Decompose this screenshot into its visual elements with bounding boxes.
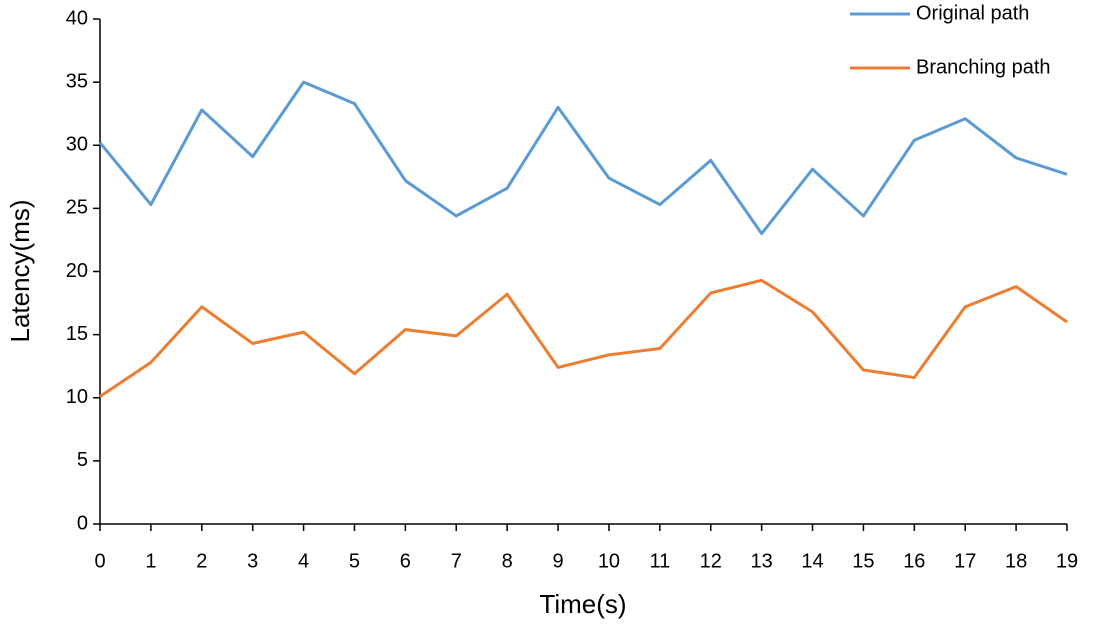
x-tick-label: 18: [1005, 550, 1027, 572]
x-tick-label: 16: [903, 550, 925, 572]
y-tick-label: 30: [66, 134, 88, 156]
x-tick-label: 3: [247, 550, 258, 572]
y-tick-label: 15: [66, 323, 88, 345]
x-tick-label: 11: [649, 550, 670, 572]
y-tick-label: 20: [66, 260, 88, 282]
x-tick-label: 1: [145, 550, 156, 572]
x-tick-label: 13: [751, 550, 773, 572]
y-tick-label: 40: [66, 7, 88, 29]
x-tick-label: 19: [1056, 550, 1078, 572]
x-tick-label: 2: [196, 550, 207, 572]
y-tick-label: 35: [66, 70, 88, 92]
line: [98, 80, 1068, 236]
x-tick-label: 0: [94, 550, 105, 572]
y-tick-label: 10: [66, 386, 88, 408]
legend-label: Branching path: [916, 56, 1051, 78]
x-tick-label: 17: [954, 550, 976, 572]
x-tick-label: 6: [400, 550, 411, 572]
y-tick-label: 0: [77, 512, 88, 534]
x-tick-label: 15: [852, 550, 874, 572]
x-tick-label: 5: [349, 550, 360, 572]
line: [99, 278, 1068, 398]
x-tick-label: 10: [598, 550, 620, 572]
x-tick-label: 9: [552, 550, 563, 572]
y-tick-label: 25: [66, 197, 88, 219]
x-tick-label: 14: [801, 550, 823, 572]
x-tick-label: 8: [502, 550, 513, 572]
x-tick-label: 7: [451, 550, 462, 572]
x-tick-label: 4: [298, 550, 309, 572]
y-axis-title: Latency(ms): [5, 199, 35, 342]
x-tick-label: 12: [700, 550, 722, 572]
legend-label: Original path: [916, 2, 1029, 24]
x-axis-title: Time(s): [539, 589, 626, 619]
y-tick-label: 5: [77, 449, 88, 471]
